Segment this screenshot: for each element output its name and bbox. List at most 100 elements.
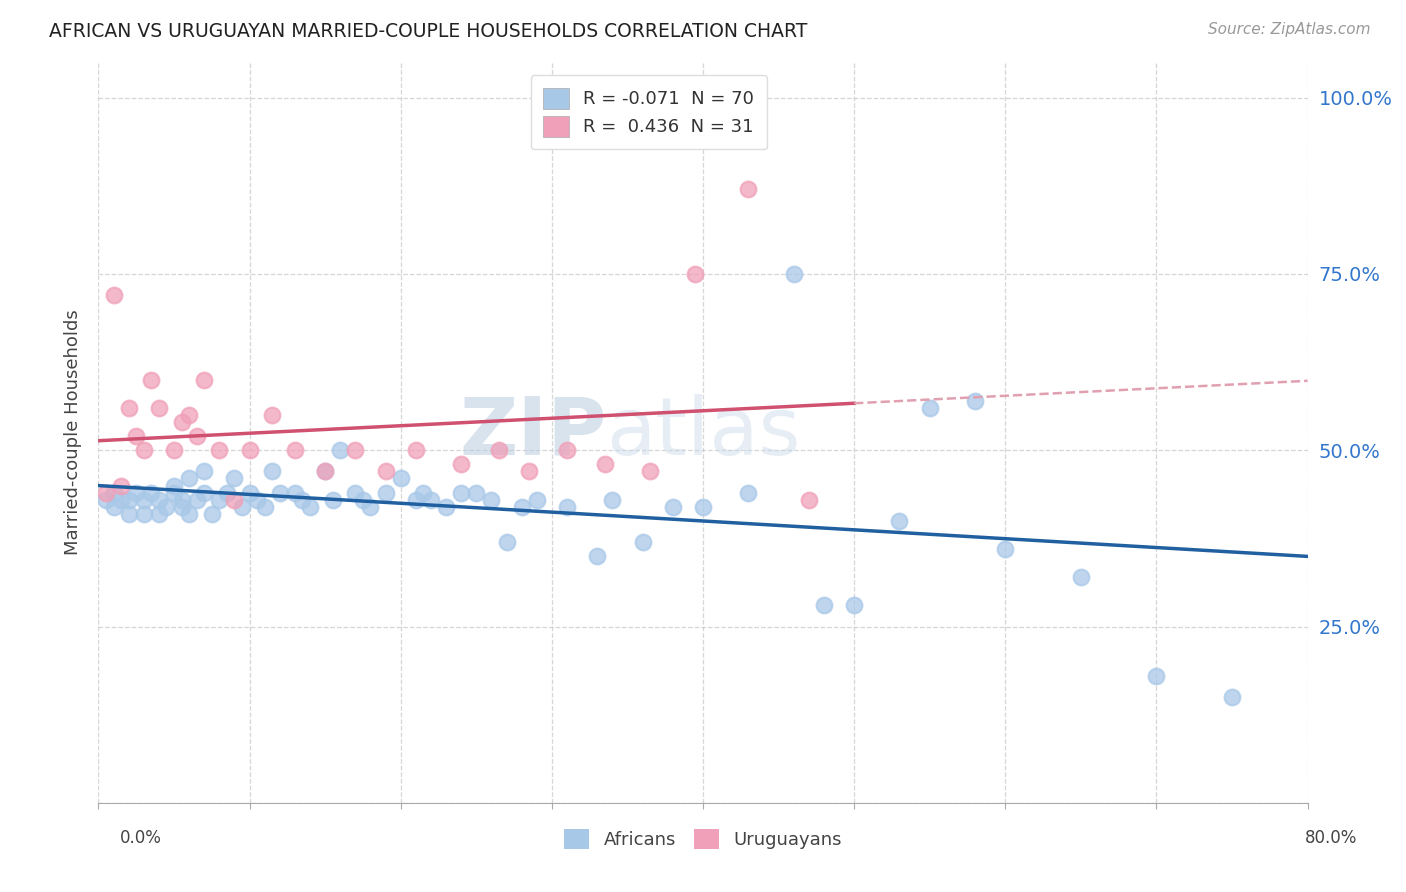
Point [526,492,548,507]
Point [918,401,941,415]
Point [201,507,224,521]
Point [224,471,246,485]
Point [783,267,806,281]
Point [661,500,683,514]
Point [322,492,344,507]
Text: 80.0%: 80.0% [1305,829,1357,847]
Point [1220,690,1243,704]
Point [389,471,412,485]
Text: Source: ZipAtlas.com: Source: ZipAtlas.com [1208,22,1371,37]
Point [125,429,148,443]
Point [163,478,186,492]
Point [132,443,155,458]
Point [374,485,396,500]
Point [284,485,307,500]
Point [179,507,201,521]
Point [420,492,443,507]
Point [450,458,472,472]
Point [163,443,186,458]
Point [239,485,262,500]
Point [186,429,208,443]
Point [360,500,382,514]
Point [450,485,472,500]
Point [510,500,533,514]
Point [844,599,866,613]
Point [141,373,163,387]
Y-axis label: Married-couple Households: Married-couple Households [65,310,83,556]
Point [179,471,201,485]
Point [889,514,911,528]
Text: atlas: atlas [606,393,800,472]
Text: AFRICAN VS URUGUAYAN MARRIED-COUPLE HOUSEHOLDS CORRELATION CHART: AFRICAN VS URUGUAYAN MARRIED-COUPLE HOUS… [49,22,807,41]
Point [193,464,215,478]
Legend: Africans, Uruguayans: Africans, Uruguayans [557,822,849,856]
Point [110,478,132,492]
Point [269,485,291,500]
Text: ZIP: ZIP [458,393,606,472]
Point [481,492,503,507]
Point [965,393,987,408]
Point [208,443,231,458]
Point [344,443,367,458]
Point [125,485,148,500]
Point [148,401,170,415]
Point [155,500,177,514]
Point [631,535,654,549]
Point [262,464,284,478]
Point [118,492,141,507]
Point [994,541,1017,556]
Point [148,492,170,507]
Point [239,443,262,458]
Point [314,464,336,478]
Point [103,288,125,302]
Point [215,485,238,500]
Point [132,492,155,507]
Point [813,599,835,613]
Point [193,373,215,387]
Point [737,182,759,196]
Point [555,443,578,458]
Point [170,500,193,514]
Point [163,485,186,500]
Point [231,500,253,514]
Point [299,500,322,514]
Point [638,464,661,478]
Point [692,500,714,514]
Point [103,485,125,500]
Point [555,500,578,514]
Point [94,492,117,507]
Point [141,485,163,500]
Point [170,415,193,429]
Point [434,500,457,514]
Point [405,492,427,507]
Point [186,492,208,507]
Point [405,443,427,458]
Point [352,492,374,507]
Point [1144,669,1167,683]
Point [224,492,246,507]
Point [284,443,307,458]
Text: 0.0%: 0.0% [120,829,162,847]
Point [602,492,624,507]
Point [344,485,367,500]
Point [208,492,231,507]
Point [517,464,540,478]
Point [132,507,155,521]
Point [593,458,616,472]
Point [374,464,396,478]
Point [179,408,201,422]
Point [412,485,434,500]
Point [1070,570,1092,584]
Point [170,492,193,507]
Point [586,549,609,563]
Point [94,485,117,500]
Point [685,267,707,281]
Point [262,408,284,422]
Point [118,401,141,415]
Point [465,485,488,500]
Point [246,492,269,507]
Point [148,507,170,521]
Point [110,492,132,507]
Point [495,535,517,549]
Point [103,500,125,514]
